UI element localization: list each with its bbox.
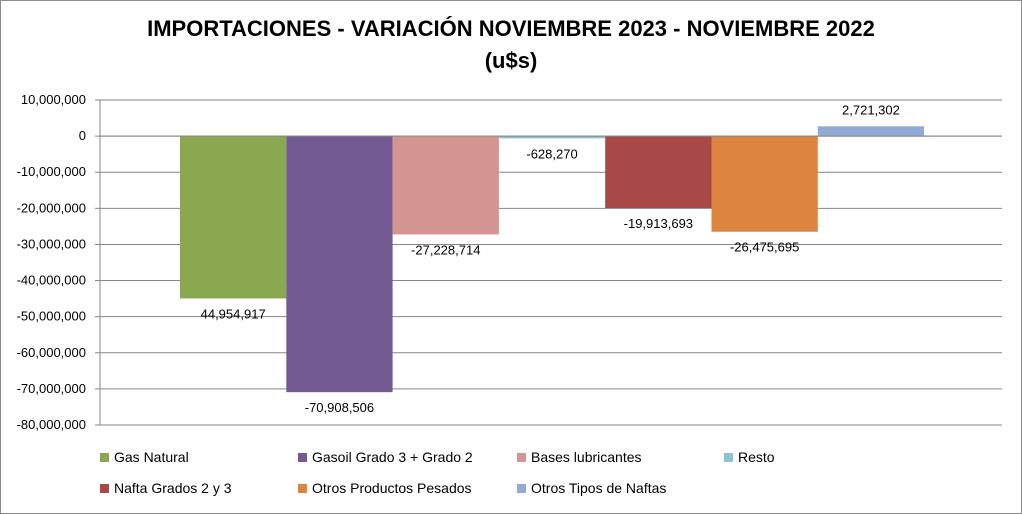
- data-label: -27,228,714: [411, 242, 480, 257]
- y-tick-label: -40,000,000: [17, 273, 86, 288]
- y-tick-label: -30,000,000: [17, 236, 86, 251]
- bar: [180, 136, 287, 299]
- legend-swatch: [517, 453, 526, 462]
- data-label: -19,913,693: [624, 216, 693, 231]
- legend-swatch: [100, 453, 109, 462]
- y-tick-label: 10,000,000: [21, 92, 86, 107]
- bar: [711, 136, 818, 232]
- legend-swatch: [298, 453, 307, 462]
- data-label: 44,954,917: [201, 306, 266, 321]
- chart-subtitle: (u$s): [484, 48, 538, 73]
- y-tick-label: -60,000,000: [17, 345, 86, 360]
- legend-swatch: [724, 453, 733, 462]
- y-tick-label: 0: [79, 128, 86, 143]
- y-tick-label: -70,000,000: [17, 381, 86, 396]
- legend-label: Nafta Grados 2 y 3: [114, 480, 232, 496]
- bar: [605, 136, 712, 209]
- bar: [392, 136, 499, 235]
- data-label: -70,908,506: [305, 400, 374, 415]
- legend-swatch: [517, 484, 526, 493]
- data-label: -26,475,695: [730, 240, 799, 255]
- y-tick-label: -20,000,000: [17, 200, 86, 215]
- legend-label: Otros Tipos de Naftas: [531, 480, 666, 496]
- legend-label: Resto: [738, 449, 775, 465]
- y-tick-label: -50,000,000: [17, 309, 86, 324]
- legend-swatch: [298, 484, 307, 493]
- bar: [817, 126, 925, 137]
- y-tick-label: -80,000,000: [17, 417, 86, 432]
- y-tick-label: -10,000,000: [17, 164, 86, 179]
- data-label: 2,721,302: [842, 102, 900, 117]
- legend-label: Otros Productos Pesados: [312, 480, 472, 496]
- chart-title: IMPORTACIONES - VARIACIÓN NOVIEMBRE 2023…: [147, 16, 875, 41]
- bar: [286, 136, 393, 393]
- bar: [498, 136, 606, 139]
- legend-swatch: [100, 484, 109, 493]
- legend-label: Gasoil Grado 3 + Grado 2: [312, 449, 473, 465]
- legend-label: Gas Natural: [114, 449, 189, 465]
- legend-label: Bases lubricantes: [531, 449, 642, 465]
- data-label: -628,270: [526, 146, 577, 161]
